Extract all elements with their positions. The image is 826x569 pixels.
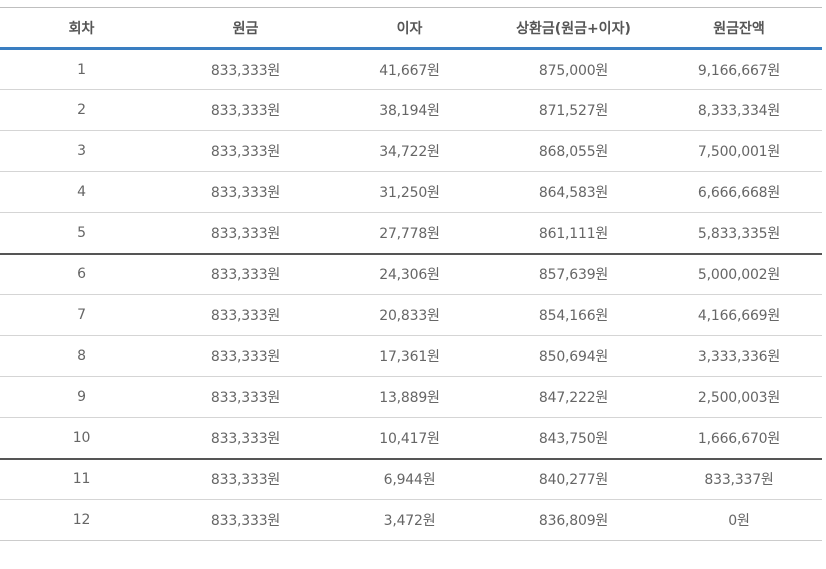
header-remaining-balance: 원금잔액	[656, 7, 822, 50]
cell-payment: 850,694원	[491, 335, 656, 377]
cell-interest: 34,722원	[328, 130, 491, 172]
cell-principal: 833,333원	[163, 458, 328, 500]
cell-payment: 847,222원	[491, 376, 656, 418]
table-row: 6 833,333원 24,306원 857,639원 5,000,002원	[0, 253, 822, 295]
cell-payment: 854,166원	[491, 294, 656, 336]
header-principal: 원금	[163, 7, 328, 50]
cell-interest: 38,194원	[328, 89, 491, 131]
cell-remaining-balance: 3,333,336원	[656, 335, 822, 377]
cell-remaining-balance: 5,000,002원	[656, 253, 822, 295]
table-row: 11 833,333원 6,944원 840,277원 833,337원	[0, 458, 822, 500]
cell-principal: 833,333원	[163, 294, 328, 336]
cell-principal: 833,333원	[163, 253, 328, 295]
cell-payment: 840,277원	[491, 458, 656, 500]
cell-remaining-balance: 833,337원	[656, 458, 822, 500]
cell-payment: 864,583원	[491, 171, 656, 213]
cell-interest: 17,361원	[328, 335, 491, 377]
cell-installment: 8	[0, 335, 163, 377]
table-row: 1 833,333원 41,667원 875,000원 9,166,667원	[0, 48, 822, 90]
cell-payment: 843,750원	[491, 417, 656, 460]
table-row: 2 833,333원 38,194원 871,527원 8,333,334원	[0, 89, 822, 131]
table-row: 5 833,333원 27,778원 861,111원 5,833,335원	[0, 212, 822, 255]
cell-installment: 4	[0, 171, 163, 213]
cell-installment: 9	[0, 376, 163, 418]
cell-remaining-balance: 5,833,335원	[656, 212, 822, 255]
cell-remaining-balance: 6,666,668원	[656, 171, 822, 213]
cell-installment: 11	[0, 458, 163, 500]
cell-installment: 1	[0, 48, 163, 90]
table-row: 12 833,333원 3,472원 836,809원 0원	[0, 499, 822, 541]
cell-remaining-balance: 4,166,669원	[656, 294, 822, 336]
cell-interest: 27,778원	[328, 212, 491, 255]
cell-interest: 20,833원	[328, 294, 491, 336]
cell-payment: 871,527원	[491, 89, 656, 131]
table-row: 7 833,333원 20,833원 854,166원 4,166,669원	[0, 294, 822, 336]
cell-principal: 833,333원	[163, 130, 328, 172]
table-row: 9 833,333원 13,889원 847,222원 2,500,003원	[0, 376, 822, 418]
cell-principal: 833,333원	[163, 171, 328, 213]
cell-interest: 31,250원	[328, 171, 491, 213]
header-payment: 상환금(원금+이자)	[491, 7, 656, 50]
cell-remaining-balance: 7,500,001원	[656, 130, 822, 172]
cell-payment: 875,000원	[491, 48, 656, 90]
cell-remaining-balance: 0원	[656, 499, 822, 541]
table-row: 4 833,333원 31,250원 864,583원 6,666,668원	[0, 171, 822, 213]
table-row: 10 833,333원 10,417원 843,750원 1,666,670원	[0, 417, 822, 460]
repayment-schedule-table: 회차 원금 이자 상환금(원금+이자) 원금잔액 1 833,333원 41,6…	[0, 7, 822, 541]
cell-remaining-balance: 1,666,670원	[656, 417, 822, 460]
cell-interest: 13,889원	[328, 376, 491, 418]
cell-interest: 24,306원	[328, 253, 491, 295]
cell-interest: 3,472원	[328, 499, 491, 541]
cell-installment: 10	[0, 417, 163, 460]
cell-principal: 833,333원	[163, 376, 328, 418]
cell-principal: 833,333원	[163, 212, 328, 255]
table-row: 8 833,333원 17,361원 850,694원 3,333,336원	[0, 335, 822, 377]
cell-remaining-balance: 2,500,003원	[656, 376, 822, 418]
cell-interest: 41,667원	[328, 48, 491, 90]
cell-installment: 7	[0, 294, 163, 336]
cell-interest: 10,417원	[328, 417, 491, 460]
cell-remaining-balance: 9,166,667원	[656, 48, 822, 90]
table-row: 3 833,333원 34,722원 868,055원 7,500,001원	[0, 130, 822, 172]
cell-payment: 836,809원	[491, 499, 656, 541]
table-header: 회차 원금 이자 상환금(원금+이자) 원금잔액	[0, 7, 822, 50]
cell-payment: 857,639원	[491, 253, 656, 295]
cell-principal: 833,333원	[163, 48, 328, 90]
header-row: 회차 원금 이자 상환금(원금+이자) 원금잔액	[0, 7, 822, 50]
cell-installment: 12	[0, 499, 163, 541]
cell-principal: 833,333원	[163, 335, 328, 377]
cell-installment: 6	[0, 253, 163, 295]
repayment-table: 회차 원금 이자 상환금(원금+이자) 원금잔액 1 833,333원 41,6…	[0, 7, 822, 541]
cell-remaining-balance: 8,333,334원	[656, 89, 822, 131]
cell-installment: 3	[0, 130, 163, 172]
cell-installment: 5	[0, 212, 163, 255]
cell-principal: 833,333원	[163, 417, 328, 460]
cell-principal: 833,333원	[163, 89, 328, 131]
table-body: 1 833,333원 41,667원 875,000원 9,166,667원 2…	[0, 48, 822, 541]
cell-principal: 833,333원	[163, 499, 328, 541]
cell-payment: 861,111원	[491, 212, 656, 255]
cell-interest: 6,944원	[328, 458, 491, 500]
header-installment: 회차	[0, 7, 163, 50]
cell-installment: 2	[0, 89, 163, 131]
header-interest: 이자	[328, 7, 491, 50]
cell-payment: 868,055원	[491, 130, 656, 172]
